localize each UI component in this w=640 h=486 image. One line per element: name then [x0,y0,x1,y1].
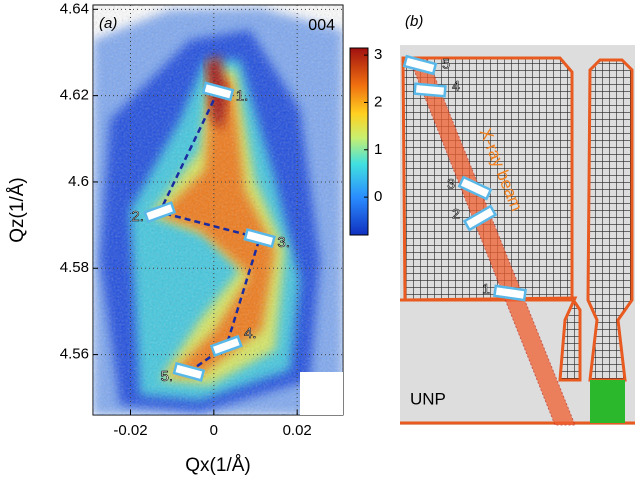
x-axis-label: Qx(1/Å) [185,455,250,476]
beam-marker [493,284,527,302]
path-marker [201,81,235,102]
beam-marker [402,54,438,76]
path-label: 2. [131,208,144,225]
contact [590,380,625,423]
colorbar-tick-label: 0 [374,188,382,205]
path-label: 1. [236,87,249,104]
x-tick-label: -0.02 [113,422,147,439]
path-label: 4. [244,325,257,342]
y-tick-label: 4.64 [60,0,89,17]
beam-marker [457,175,493,201]
path-marker [172,361,206,382]
path-marker [143,201,177,224]
y-tick-label: 4.56 [60,346,89,363]
colorbar-tick-label: 3 [374,46,382,63]
panel-label: (a) [99,15,117,32]
path-marker [243,228,277,249]
y-tick-label: 4.6 [68,173,89,190]
path-label: 3. [277,234,290,251]
beam-marker-label: 5 [442,56,450,72]
beam-marker-label: 3 [447,176,455,192]
colorbar-tick-label: 1 [374,141,382,158]
panel-label: (b) [405,13,423,30]
nanowire-column [586,58,634,382]
path-marker [209,334,243,358]
colorbar [349,47,369,236]
panel-b: X-ray beam UNP (b) [400,13,635,426]
beam-marker [462,204,498,232]
beam-marker-label: 2 [452,206,460,222]
y-tick-label: 4.58 [60,259,89,276]
substrate-label: UNP [410,389,446,408]
beam-marker-label: 1 [482,281,490,297]
y-tick-label: 4.62 [60,87,89,104]
y-axis-label: Qz(1/Å) [7,177,28,242]
x-tick-label: 0 [210,422,218,439]
path-label: 5. [161,368,174,385]
reflection-label: 004 [308,17,335,34]
x-tick-label: 0.02 [283,422,312,439]
beam-marker-label: 4 [452,78,460,94]
beam-marker [413,82,447,98]
colorbar-tick-label: 2 [374,93,382,110]
